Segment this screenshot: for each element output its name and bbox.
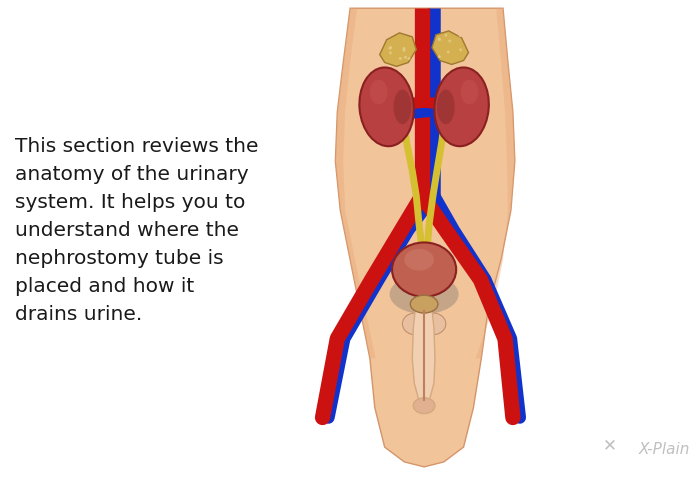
Text: This section reviews the
anatomy of the urinary
system. It helps you to
understa: This section reviews the anatomy of the … bbox=[15, 137, 258, 324]
Ellipse shape bbox=[407, 46, 410, 49]
Ellipse shape bbox=[413, 398, 435, 414]
Ellipse shape bbox=[439, 53, 442, 56]
Ellipse shape bbox=[437, 90, 455, 124]
Ellipse shape bbox=[410, 295, 438, 313]
Ellipse shape bbox=[402, 313, 428, 335]
Polygon shape bbox=[475, 8, 515, 359]
Ellipse shape bbox=[384, 51, 386, 54]
Ellipse shape bbox=[359, 68, 414, 146]
Polygon shape bbox=[335, 8, 515, 467]
Ellipse shape bbox=[447, 41, 449, 44]
Text: ✕: ✕ bbox=[603, 436, 617, 454]
Ellipse shape bbox=[453, 38, 456, 41]
Ellipse shape bbox=[439, 42, 442, 45]
Polygon shape bbox=[432, 31, 468, 64]
Polygon shape bbox=[412, 309, 435, 403]
Ellipse shape bbox=[435, 68, 489, 146]
Ellipse shape bbox=[388, 45, 391, 48]
Ellipse shape bbox=[404, 43, 407, 46]
Polygon shape bbox=[335, 8, 376, 359]
Ellipse shape bbox=[461, 80, 478, 104]
Ellipse shape bbox=[405, 57, 407, 60]
Ellipse shape bbox=[405, 249, 434, 271]
Ellipse shape bbox=[393, 48, 397, 51]
Ellipse shape bbox=[446, 44, 449, 47]
Ellipse shape bbox=[390, 275, 458, 314]
Polygon shape bbox=[379, 33, 416, 66]
Ellipse shape bbox=[392, 242, 456, 297]
Ellipse shape bbox=[393, 90, 412, 124]
Ellipse shape bbox=[456, 34, 458, 36]
Ellipse shape bbox=[420, 313, 446, 335]
Ellipse shape bbox=[370, 80, 388, 104]
Text: X-Plain: X-Plain bbox=[639, 442, 690, 456]
Ellipse shape bbox=[444, 50, 448, 53]
Ellipse shape bbox=[386, 42, 390, 45]
Ellipse shape bbox=[452, 39, 455, 42]
Ellipse shape bbox=[384, 43, 387, 46]
